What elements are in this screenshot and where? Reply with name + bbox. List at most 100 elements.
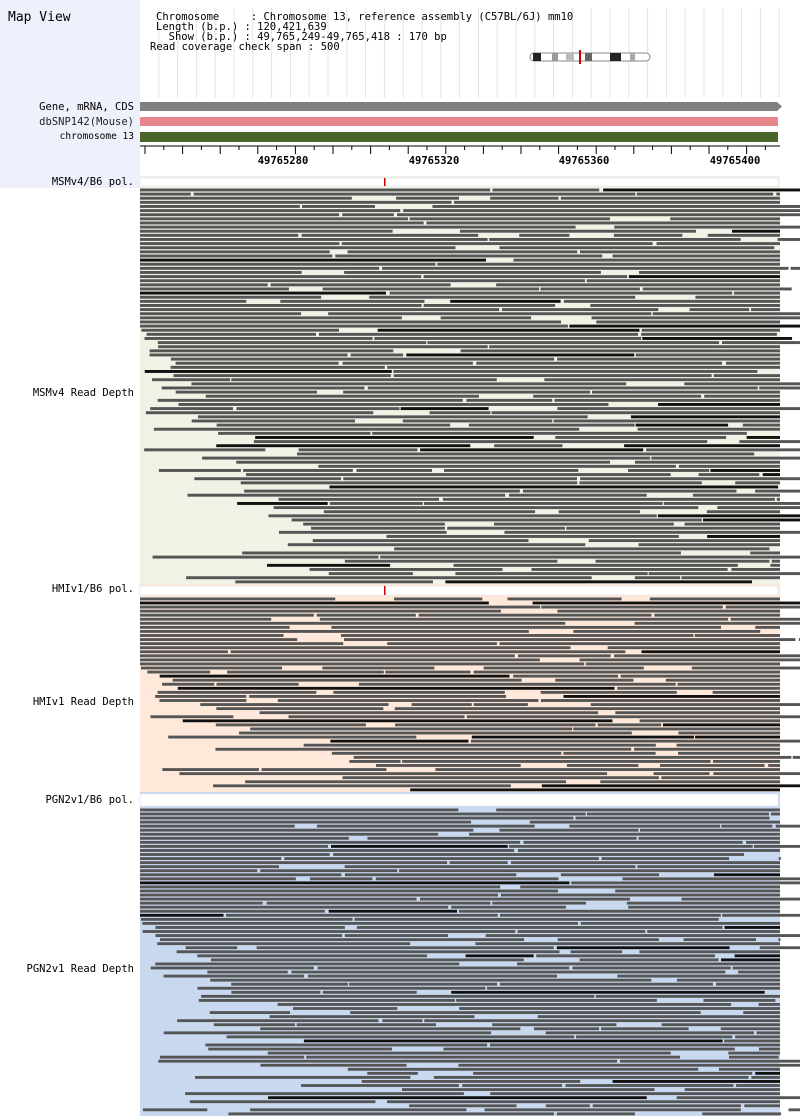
read-segment xyxy=(205,1043,488,1047)
read-segment xyxy=(490,196,559,200)
read-segment xyxy=(309,568,503,571)
read-segment xyxy=(358,682,676,686)
read-segment xyxy=(424,1019,780,1023)
read-segment xyxy=(499,246,775,250)
read-segment xyxy=(350,353,404,357)
read-segment xyxy=(191,419,355,423)
read-segment xyxy=(592,1104,741,1108)
read-segment xyxy=(706,510,780,514)
read-segment xyxy=(140,877,296,881)
read-segment xyxy=(140,209,401,213)
read-segment xyxy=(628,275,780,279)
read-segment xyxy=(140,200,452,204)
read-segment xyxy=(249,695,507,698)
read-segment xyxy=(256,946,554,950)
dbsnp-track-bar[interactable] xyxy=(140,117,778,126)
read-segment xyxy=(742,423,780,427)
read-segment xyxy=(718,1067,780,1071)
read-segment xyxy=(676,1096,800,1100)
read-segment xyxy=(168,735,417,739)
read-segment xyxy=(591,316,800,320)
read-segment xyxy=(451,990,765,994)
read-segment xyxy=(213,784,511,788)
read-segment xyxy=(301,205,375,208)
read-segment xyxy=(517,930,646,933)
read-segment xyxy=(489,1043,780,1047)
read-segment xyxy=(312,539,529,543)
read-segment xyxy=(140,917,353,921)
read-segment xyxy=(556,1112,635,1116)
read-segment xyxy=(634,576,681,580)
read-segment xyxy=(216,682,299,686)
read-segment xyxy=(459,909,780,913)
chromosome-track-bar[interactable] xyxy=(140,132,778,142)
read-segment xyxy=(349,760,401,763)
read-segment xyxy=(159,674,510,678)
msm-depth-label: MSMv4 Read Depth xyxy=(32,387,134,399)
read-segment xyxy=(451,905,566,909)
read-segment xyxy=(306,1055,681,1059)
read-segment xyxy=(140,601,489,605)
read-segment xyxy=(755,489,800,493)
read-segment xyxy=(553,419,780,423)
read-segment xyxy=(454,200,780,204)
read-segment xyxy=(140,885,501,889)
read-segment xyxy=(571,881,800,885)
read-segment xyxy=(496,808,780,812)
read-segment xyxy=(144,448,266,452)
snp-marker xyxy=(384,178,386,186)
read-segment xyxy=(344,559,558,563)
read-segment xyxy=(595,559,770,563)
read-segment xyxy=(157,341,427,345)
read-segment xyxy=(532,601,800,605)
read-segment xyxy=(529,820,780,824)
ideogram-band xyxy=(533,53,541,61)
read-segment xyxy=(310,526,445,530)
read-segment xyxy=(140,279,585,283)
read-segment xyxy=(298,448,418,452)
sample-panel xyxy=(139,584,800,792)
read-segment xyxy=(173,374,391,378)
gene-track-bar[interactable] xyxy=(140,102,777,111)
read-segment xyxy=(649,597,780,601)
read-segment xyxy=(317,966,570,970)
read-segment xyxy=(722,913,800,917)
read-segment xyxy=(350,1011,701,1014)
read-segment xyxy=(569,324,800,328)
read-segment xyxy=(660,764,765,767)
read-segment xyxy=(140,630,529,633)
read-segment xyxy=(216,707,384,711)
read-segment xyxy=(713,772,800,776)
read-segment xyxy=(590,703,800,706)
read-segment xyxy=(744,1104,780,1108)
read-segment xyxy=(565,1084,734,1087)
read-segment xyxy=(231,378,497,382)
read-segment xyxy=(563,751,656,755)
read-segment xyxy=(140,881,570,885)
read-segment xyxy=(140,857,282,860)
read-segment xyxy=(328,312,652,316)
read-segment xyxy=(394,597,483,601)
read-segment xyxy=(570,950,623,954)
chromosome-ideogram xyxy=(529,50,651,64)
read-segment xyxy=(277,699,539,702)
read-segment xyxy=(361,1080,581,1083)
read-segment xyxy=(492,901,586,905)
read-segment xyxy=(140,192,191,196)
read-segment xyxy=(344,271,601,274)
read-segment xyxy=(788,1108,800,1112)
read-segment xyxy=(663,502,800,505)
read-segment xyxy=(144,337,373,340)
read-segment xyxy=(483,666,644,670)
read-segment xyxy=(175,361,339,365)
read-segment xyxy=(140,217,408,221)
read-segment xyxy=(396,213,800,217)
read-segment xyxy=(777,238,800,241)
read-segment xyxy=(356,926,723,929)
read-segment xyxy=(140,320,562,324)
read-segment xyxy=(140,913,224,917)
read-segment xyxy=(758,1047,780,1051)
read-segment xyxy=(382,266,789,270)
read-segment xyxy=(140,250,330,254)
